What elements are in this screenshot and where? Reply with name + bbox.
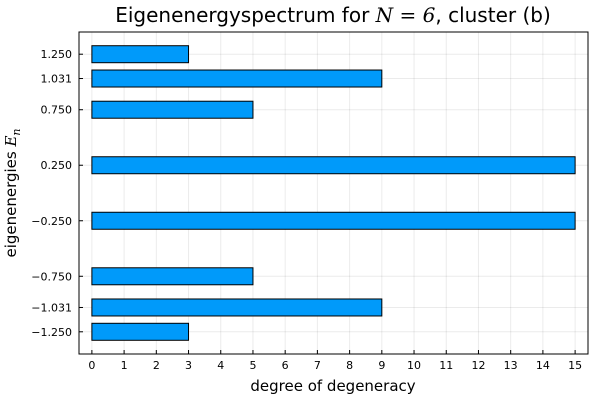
x-tick-label: 9	[378, 359, 385, 372]
x-tick-label: 0	[88, 359, 95, 372]
x-tick-label: 4	[217, 359, 224, 372]
bar	[91, 69, 383, 88]
x-tick-label: 3	[185, 359, 192, 372]
y-tick-label: −0.250	[31, 215, 72, 228]
x-tick-label: 15	[568, 359, 582, 372]
x-ticks: 0 1 2 3 4 5 6 7 8 9 10 11 12 13 14 15	[88, 350, 582, 372]
x-tick-label: 13	[504, 359, 518, 372]
bar	[91, 298, 383, 317]
x-tick-label: 5	[249, 359, 256, 372]
y-tick-label: 1.250	[41, 48, 73, 61]
bar	[91, 45, 190, 64]
x-tick-label: 2	[153, 359, 160, 372]
bars	[91, 45, 576, 341]
bar	[91, 211, 576, 230]
y-ticks: −1.250 −1.031 −0.750 −0.250 0.250 0.750 1.031 1…	[31, 48, 83, 339]
x-tick-label: 10	[407, 359, 421, 372]
x-tick-label: 1	[121, 359, 128, 372]
y-tick-label: 1.031	[41, 73, 73, 86]
x-tick-label: 7	[314, 359, 321, 372]
y-tick-label: −1.250	[31, 326, 72, 339]
chart-title: Eigenenergyspectrum for N = 6, cluster (…	[115, 3, 551, 27]
y-tick-label: −1.031	[31, 301, 72, 314]
x-tick-label: 6	[282, 359, 289, 372]
bar	[91, 156, 576, 175]
x-tick-label: 14	[536, 359, 550, 372]
x-tick-label: 12	[471, 359, 485, 372]
x-tick-label: 11	[439, 359, 453, 372]
x-tick-label: 8	[346, 359, 353, 372]
plot-frame	[78, 31, 589, 355]
bar	[91, 322, 190, 341]
bar	[91, 267, 254, 286]
y-tick-label: 0.250	[41, 159, 73, 172]
bar	[91, 100, 254, 119]
y-axis-label: eigenenergies En	[2, 128, 23, 257]
y-tick-label: 0.750	[41, 104, 73, 117]
y-tick-label: −0.750	[31, 270, 72, 283]
x-axis-label: degree of degeneracy	[250, 377, 415, 395]
